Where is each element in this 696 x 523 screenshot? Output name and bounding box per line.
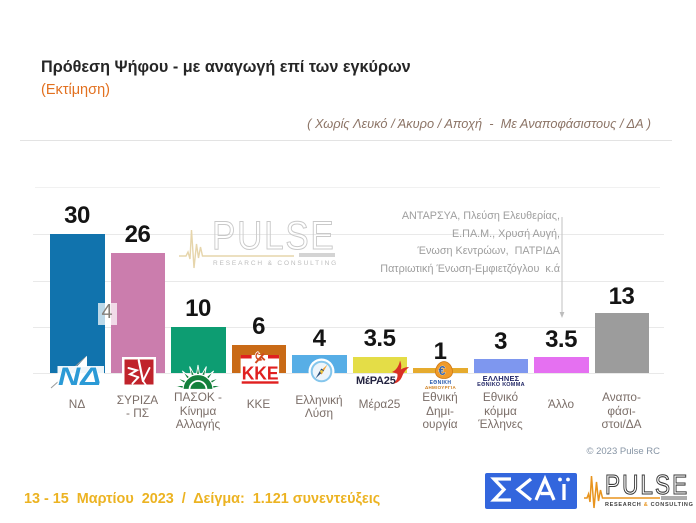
svg-text:€: € [439, 364, 446, 378]
svg-text:ΚΚΕ: ΚΚΕ [242, 364, 279, 384]
svg-text:ΝΔ: ΝΔ [58, 363, 101, 390]
